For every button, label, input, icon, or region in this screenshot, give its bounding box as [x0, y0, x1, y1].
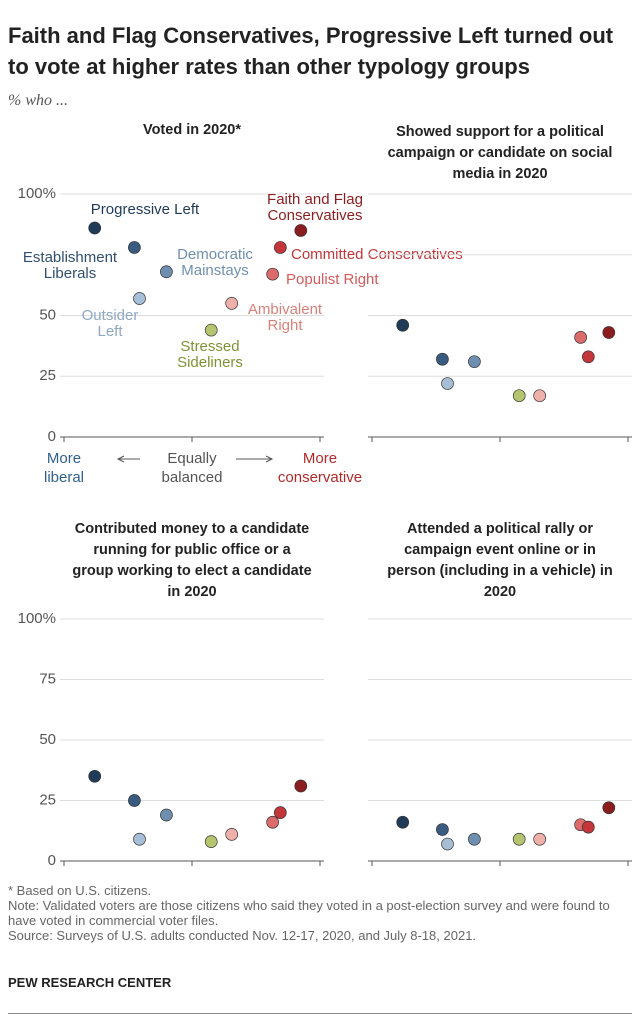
dot	[602, 326, 616, 339]
dot	[88, 769, 102, 783]
y-tick-label: 75	[39, 670, 56, 687]
dot	[396, 815, 410, 829]
panel-title: Showed support for a political campaign …	[387, 124, 613, 182]
group-label: Stressed Sideliners	[177, 338, 243, 371]
dot	[396, 318, 410, 332]
dot	[441, 837, 454, 851]
source-brand: PEW RESEARCH CENTER	[8, 975, 172, 990]
dot	[88, 221, 102, 235]
dot	[581, 820, 595, 834]
y-tick-label: 100%	[18, 610, 56, 627]
dot	[441, 377, 454, 390]
rule	[8, 1013, 632, 1014]
dot	[512, 389, 526, 403]
dot	[273, 806, 287, 819]
dot	[273, 241, 287, 254]
dot	[128, 794, 141, 807]
y-tick-label: 0	[48, 852, 56, 869]
y-tick-label: 50	[39, 731, 56, 748]
dot	[266, 815, 279, 829]
dot	[533, 832, 547, 846]
footnote: * Based on U.S. citizens.	[8, 883, 152, 898]
footnotes: * Based on U.S. citizens. Note: Validate…	[8, 883, 633, 943]
footnote: Note: Validated voters are those citizen…	[8, 898, 610, 928]
y-tick-label: 25	[39, 791, 56, 808]
panel-title: Voted in 2020*	[142, 122, 242, 138]
dot	[436, 823, 449, 836]
title: Faith and Flag Conservatives, Progressiv…	[8, 23, 614, 79]
dot	[574, 331, 587, 344]
dot	[160, 265, 173, 279]
panel-title: Attended a political rally or campaign e…	[387, 521, 613, 600]
group-label: Ambivalent Right	[248, 301, 323, 334]
group-label: Faith and Flag Conservatives	[267, 191, 363, 224]
dot	[128, 241, 141, 254]
dot	[225, 297, 239, 310]
x-tick-label: More liberal	[44, 450, 84, 486]
dot	[204, 835, 218, 848]
panel-title: Contributed money to a candidate running…	[72, 521, 312, 600]
dot	[468, 355, 481, 369]
y-tick-label: 25	[39, 367, 56, 384]
arrow-head	[116, 455, 125, 463]
dot	[160, 808, 173, 822]
dot	[133, 832, 146, 846]
dot	[602, 801, 616, 815]
x-tick-label: More conservative	[278, 450, 362, 486]
footnote: Source: Surveys of U.S. adults conducted…	[8, 928, 477, 943]
subtitle: % who ...	[8, 92, 68, 109]
dot	[133, 292, 146, 305]
dot	[294, 779, 308, 793]
group-label: Progressive Left	[91, 201, 200, 218]
dot	[436, 352, 449, 366]
dot	[204, 323, 218, 337]
x-tick-label: Equally balanced	[162, 450, 223, 486]
dot	[581, 350, 595, 364]
y-tick-label: 50	[39, 306, 56, 323]
dot	[225, 828, 239, 841]
y-tick-label: 100%	[18, 185, 56, 202]
arrow-head	[265, 455, 274, 463]
dot	[512, 832, 526, 846]
y-tick-label: 0	[48, 428, 56, 445]
dot	[468, 832, 481, 846]
dot	[533, 389, 547, 403]
group-label: Outsider Left	[82, 307, 139, 340]
group-label: Democratic Mainstays	[177, 246, 253, 279]
dot	[294, 224, 308, 237]
group-label: Populist Right	[286, 271, 379, 288]
group-label: Establishment Liberals	[23, 249, 118, 282]
dot	[266, 267, 279, 281]
